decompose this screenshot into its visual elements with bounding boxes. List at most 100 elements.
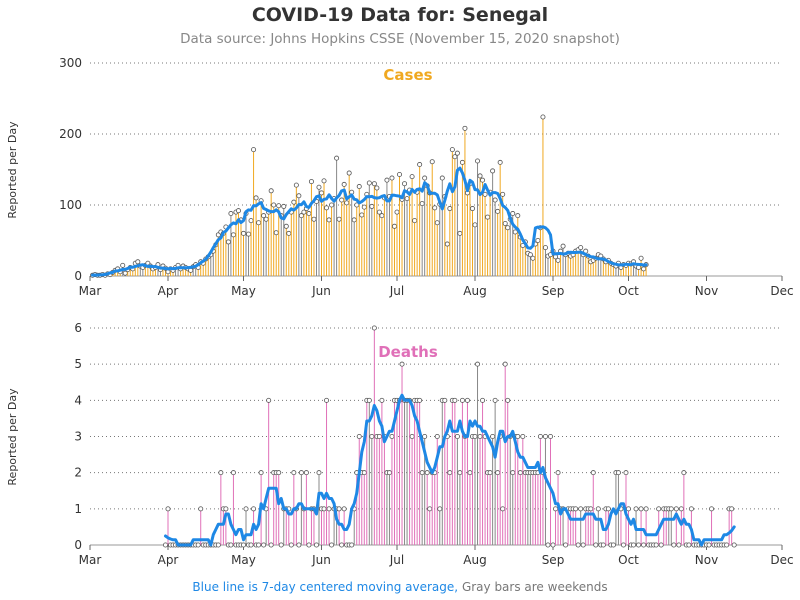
- data-point: [409, 174, 415, 180]
- data-point: [575, 542, 581, 548]
- data-point: [515, 433, 521, 439]
- data-point: [578, 245, 584, 251]
- data-point: [306, 211, 312, 217]
- x-tick-label: Jun: [311, 553, 331, 567]
- y-tick-label: 1: [74, 502, 82, 516]
- page-subtitle: Data source: Johns Hopkins CSSE (Novembe…: [180, 31, 620, 47]
- data-point: [253, 195, 259, 201]
- data-point: [258, 470, 264, 476]
- data-point: [641, 266, 647, 272]
- data-point: [490, 168, 496, 174]
- data-point: [246, 231, 252, 237]
- data-point: [678, 506, 684, 512]
- data-point: [686, 542, 692, 548]
- data-point: [495, 470, 501, 476]
- data-point: [563, 542, 569, 548]
- data-point: [296, 193, 302, 199]
- data-point: [341, 506, 347, 512]
- data-point: [439, 175, 445, 181]
- data-point: [389, 175, 395, 181]
- x-tick-label: Oct: [618, 553, 639, 567]
- data-point: [457, 470, 463, 476]
- data-point: [271, 202, 277, 208]
- data-point: [434, 433, 440, 439]
- data-point: [306, 542, 312, 548]
- y-tick-label: 6: [74, 321, 82, 335]
- data-point: [709, 506, 715, 512]
- data-point: [261, 542, 267, 548]
- y-tick-label: 100: [59, 198, 82, 212]
- data-point: [553, 506, 559, 512]
- data-point: [731, 542, 737, 548]
- data-point: [266, 397, 272, 403]
- data-point: [555, 257, 561, 263]
- data-point: [472, 433, 478, 439]
- data-point: [366, 180, 372, 186]
- data-point: [371, 181, 377, 187]
- data-point: [251, 147, 257, 153]
- data-point: [475, 361, 481, 367]
- panel-deaths: 0 1 2 3 4 5 6 Mar Apr May Jun Jul Aug Sep Oct Nov Dec Rep…: [6, 321, 794, 567]
- data-point: [424, 470, 430, 476]
- data-point: [339, 542, 345, 548]
- x-tick-label: Jul: [389, 284, 404, 298]
- data-point: [517, 470, 523, 476]
- data-point: [240, 230, 246, 236]
- data-point: [321, 506, 327, 512]
- data-point: [477, 173, 483, 179]
- data-point: [218, 470, 224, 476]
- data-point: [230, 470, 236, 476]
- data-point: [610, 542, 616, 548]
- data-point: [510, 470, 516, 476]
- data-point: [334, 155, 340, 161]
- data-point: [462, 125, 468, 131]
- data-point: [298, 470, 304, 476]
- x-tick-label: Sep: [542, 284, 565, 298]
- data-point: [495, 208, 501, 214]
- data-point: [281, 203, 287, 209]
- data-point: [505, 225, 511, 231]
- data-point: [595, 506, 601, 512]
- data-point: [500, 191, 506, 197]
- data-point: [605, 506, 611, 512]
- data-point: [376, 209, 382, 215]
- data-point: [447, 470, 453, 476]
- data-point: [412, 218, 418, 224]
- data-point: [580, 542, 586, 548]
- data-point: [198, 506, 204, 512]
- data-point: [578, 506, 584, 512]
- data-point: [505, 397, 511, 403]
- data-point: [283, 223, 289, 229]
- data-point: [480, 397, 486, 403]
- data-point: [389, 433, 395, 439]
- data-point: [409, 433, 415, 439]
- data-point: [671, 542, 677, 548]
- data-point: [419, 470, 425, 476]
- data-point: [615, 470, 621, 476]
- data-point: [656, 506, 662, 512]
- x-tick-label: Jun: [311, 284, 331, 298]
- data-point: [288, 542, 294, 548]
- data-point: [547, 433, 553, 439]
- data-point: [261, 213, 267, 219]
- data-point: [341, 181, 347, 187]
- data-point: [371, 325, 377, 331]
- x-tick-label: May: [231, 553, 256, 567]
- data-point: [668, 506, 674, 512]
- data-point: [303, 470, 309, 476]
- x-tick-label: Aug: [463, 553, 486, 567]
- data-point: [313, 542, 319, 548]
- data-point: [228, 211, 234, 217]
- data-point: [344, 200, 350, 206]
- data-point: [643, 506, 649, 512]
- data-point: [492, 197, 498, 203]
- data-point: [356, 184, 362, 190]
- data-point: [472, 222, 478, 228]
- data-point: [278, 542, 284, 548]
- data-point: [620, 542, 626, 548]
- data-point: [195, 542, 201, 548]
- data-point: [444, 241, 450, 247]
- x-tick-label: Oct: [618, 284, 639, 298]
- data-point: [366, 397, 372, 403]
